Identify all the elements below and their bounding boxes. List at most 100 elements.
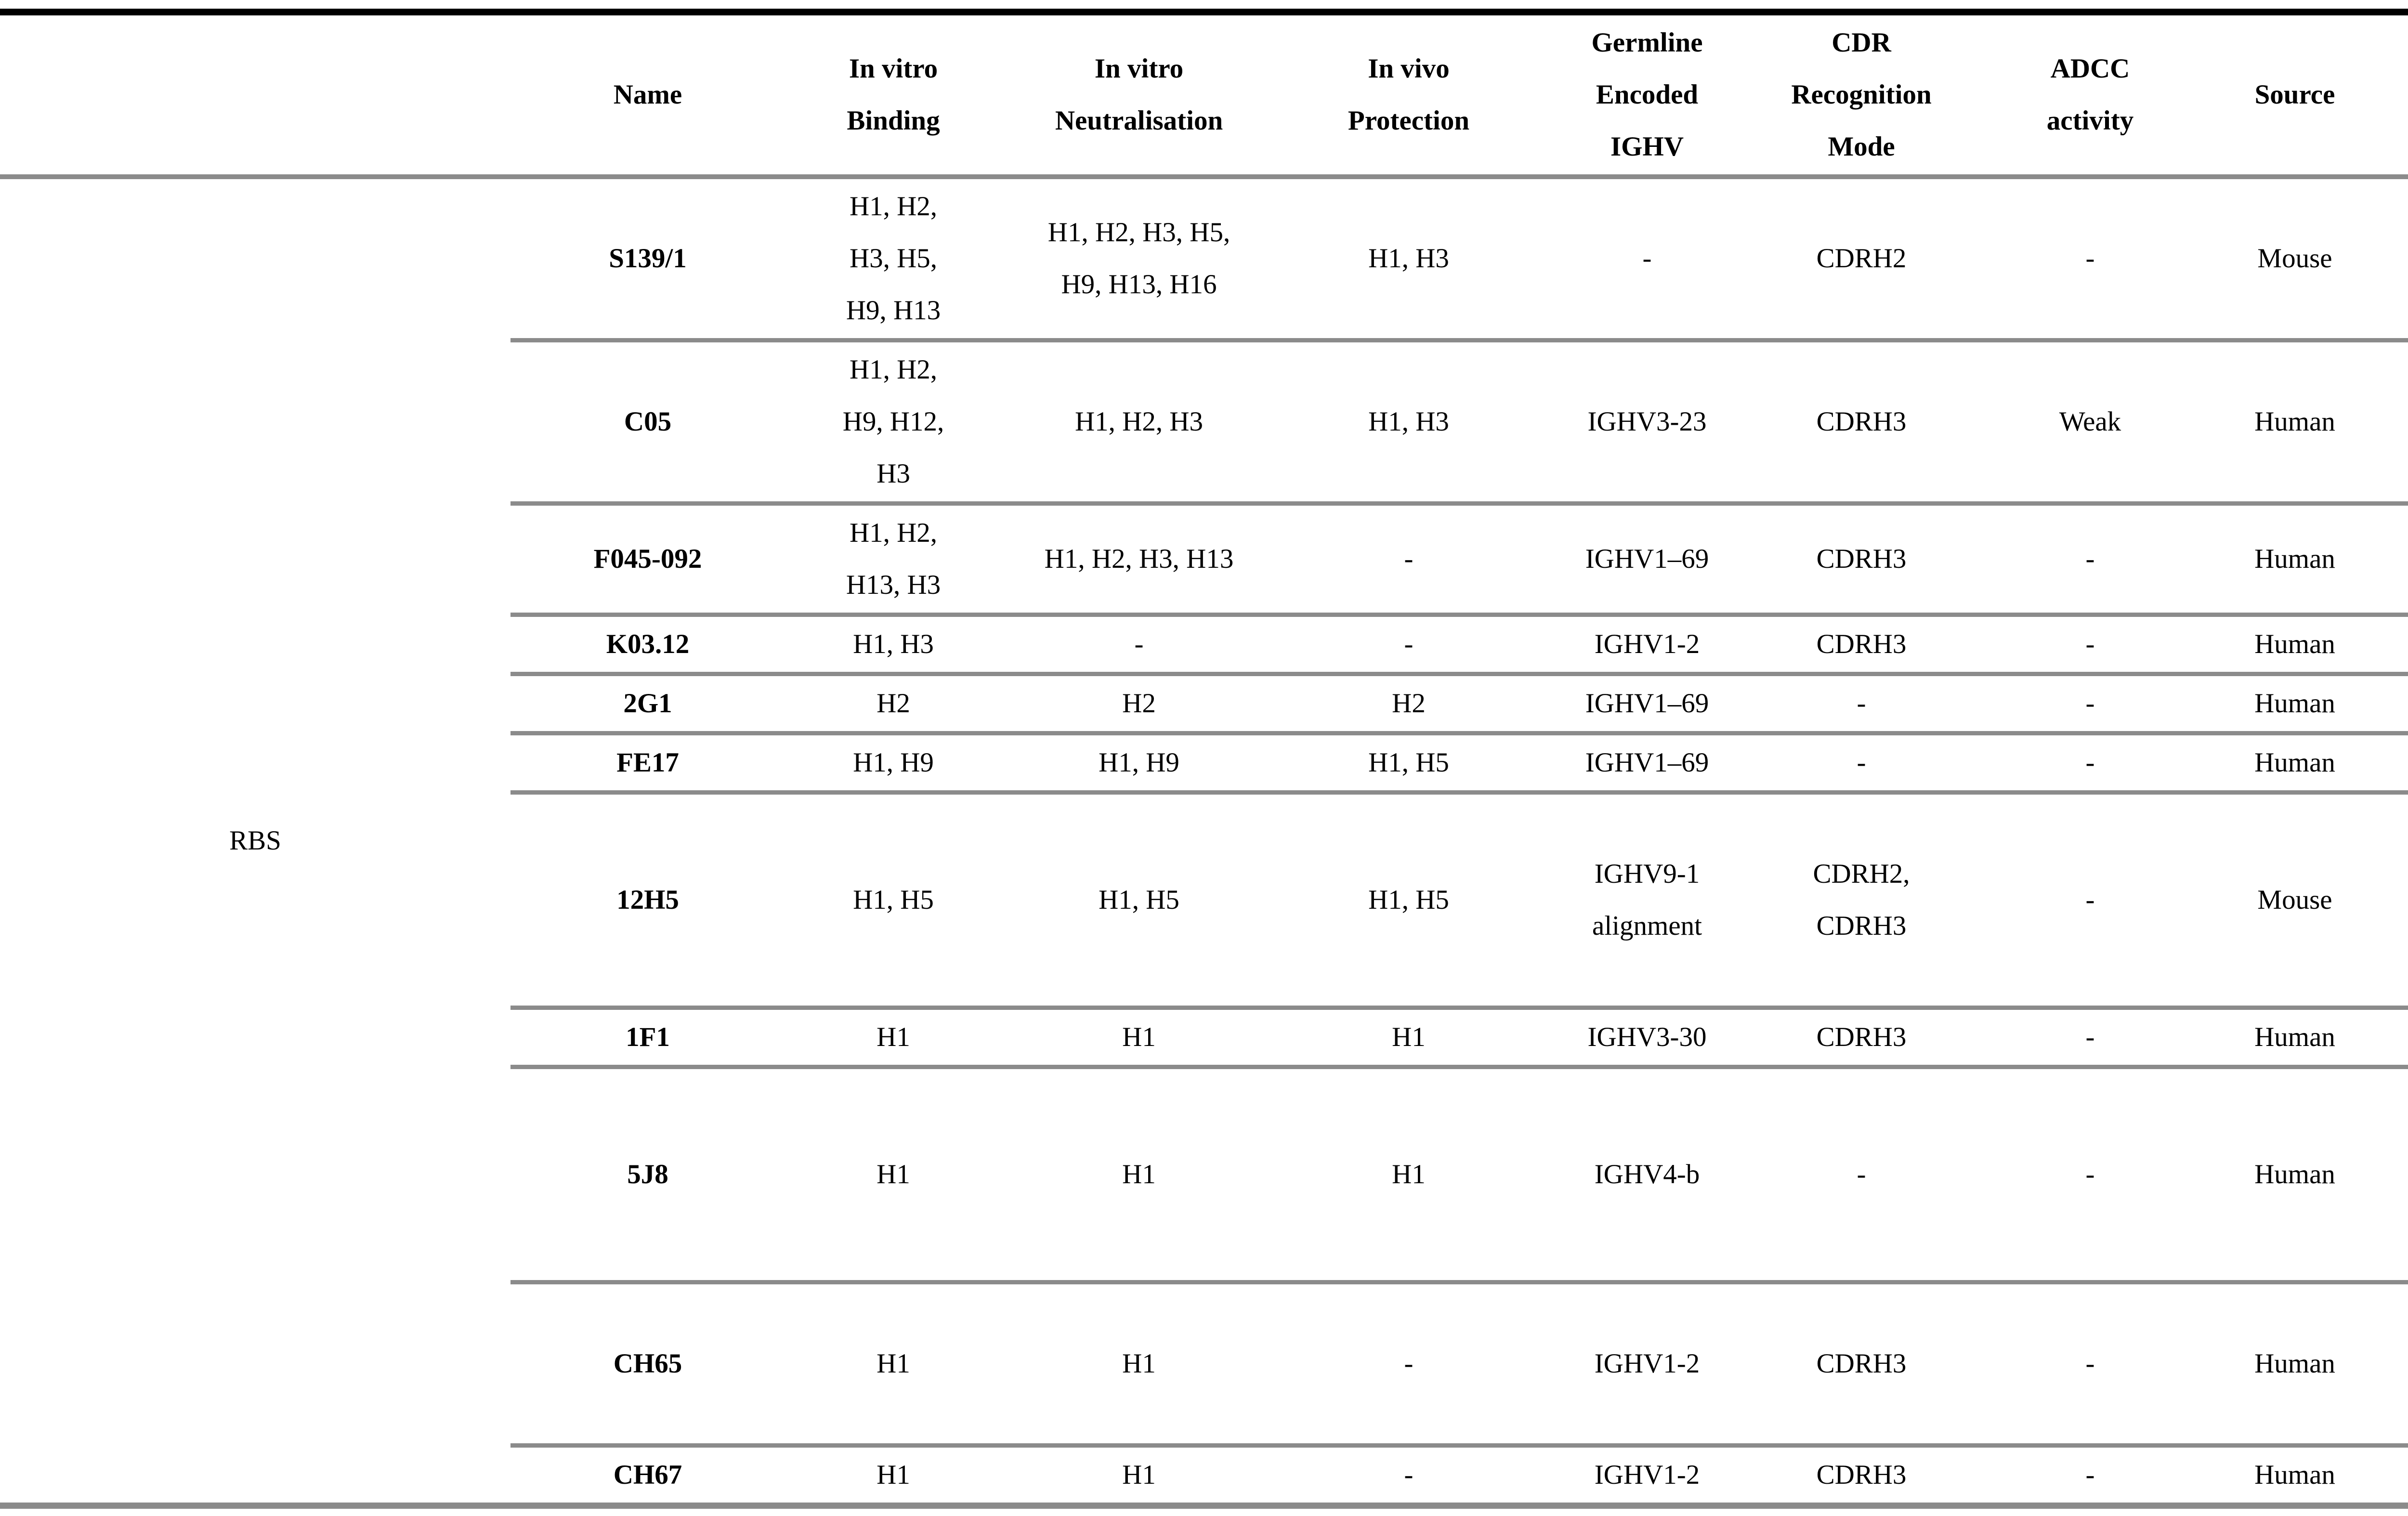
cell-adcc: - — [1970, 792, 2211, 1010]
cell-in-vitro-binding: H2 — [785, 674, 1002, 735]
table-row: 2G1 H2 H2 H2 IGHV1–69 - - Human - - [30,… — [0, 674, 2408, 735]
cell-germline: IGHV1-2 — [1541, 614, 1753, 676]
cell-adcc: - — [1970, 1282, 2211, 1448]
cell-in-vitro-neutralisation: H1 — [1002, 1282, 1276, 1448]
header-cdr-recognition-mode: CDR Recognition Mode — [1753, 12, 1970, 179]
cell-name: C05 — [510, 340, 785, 506]
cell-germline: IGHV4-b — [1541, 1067, 1753, 1284]
cell-in-vitro-binding: H1, H2, H13, H3 — [785, 503, 1002, 617]
cell-cdr-mode: CDRH3 — [1753, 614, 1970, 676]
cell-name: CH67 — [510, 1445, 785, 1509]
cell-source: Human — [2211, 503, 2379, 617]
cell-germline: IGHV1–69 — [1541, 674, 1753, 735]
cell-cdr-mode: CDRH2 — [1753, 177, 1970, 342]
cell-adcc: - — [1970, 177, 2211, 342]
cell-germline: IGHV3-30 — [1541, 1007, 1753, 1069]
cell-escape-mutants: R(133A)I, K(133A)Q, A137T, D199H, K222Q … — [2379, 1067, 2408, 1284]
cell-source: Human — [2211, 614, 2379, 676]
cell-cdr-mode: CDRH3 — [1753, 1445, 1970, 1509]
cell-name: 1F1 — [510, 1007, 785, 1069]
table-row: RBS S139/1 H1, H2, H3, H5, H9, H13 H1, H… — [0, 177, 2408, 1509]
cell-cdr-mode: - — [1753, 1067, 1970, 1284]
cell-source: Human — [2211, 733, 2379, 795]
cell-in-vitro-neutralisation: H1, H2, H3 — [1002, 340, 1276, 506]
cell-in-vivo-protection: H1 — [1276, 1067, 1541, 1284]
cell-escape-mutants: K156, G158, S193, insertion at 133a * — [2379, 177, 2408, 342]
cell-cdr-mode: - — [1753, 674, 1970, 735]
table-row: CH67 H1 H1 - IGHV1-2 CDRH3 - Human likel… — [0, 1445, 2408, 1509]
cell-source: Mouse — [2211, 792, 2379, 1010]
header-group-spacer — [0, 12, 510, 179]
cell-adcc: - — [1970, 1445, 2211, 1509]
cell-cdr-mode: CDRH3 — [1753, 1282, 1970, 1448]
table-row: F045-092 H1, H2, H13, H3 H1, H2, H3, H13… — [0, 503, 2408, 617]
cell-adcc: - — [1970, 614, 2211, 676]
table-header-row: Name In vitro Binding In vitro Neutralis… — [0, 12, 2408, 179]
cell-source: Human — [2211, 1282, 2379, 1448]
table-row: FE17 H1, H9 H1, H9 H1, H5 IGHV1–69 - - H… — [0, 733, 2408, 795]
cell-adcc: - — [1970, 1007, 2211, 1069]
cell-germline: IGHV1–69 — [1541, 503, 1753, 617]
cell-name: CH65 — [510, 1282, 785, 1448]
table-row: 12H5 H1, H5 H1, H5 H1, H5 IGHV9-1 alignm… — [0, 792, 2408, 1010]
cell-in-vitro-neutralisation: H1 — [1002, 1067, 1276, 1284]
header-source: Source — [2211, 12, 2379, 179]
cell-escape-mutants: D190E, D225G * — [2379, 1007, 2408, 1069]
cell-source: Human — [2211, 1067, 2379, 1284]
cell-in-vivo-protection: H1, H5 — [1276, 733, 1541, 795]
cell-escape-mutants: - — [2379, 614, 2408, 676]
cell-name: 2G1 — [510, 674, 785, 735]
cell-cdr-mode: CDRH3 — [1753, 1007, 1970, 1069]
table-row: C05 H1, H2, H9, H12, H3 H1, H2, H3 H1, H… — [0, 340, 2408, 506]
cell-in-vivo-protection: - — [1276, 1282, 1541, 1448]
cell-adcc: - — [1970, 1067, 2211, 1284]
table-row: CH65 H1 H1 - IGHV1-2 CDRH3 - Human G200D… — [0, 1282, 2408, 1448]
cell-cdr-mode: - — [1753, 733, 1970, 795]
cell-in-vivo-protection: - — [1276, 1445, 1541, 1509]
cell-source: Human — [2211, 1007, 2379, 1069]
cell-in-vivo-protection: - — [1276, 503, 1541, 617]
cell-cdr-mode: CDRH3 — [1753, 503, 1970, 617]
cell-in-vivo-protection: H1, H3 — [1276, 340, 1541, 506]
cell-in-vitro-binding: H1 — [785, 1007, 1002, 1069]
cell-escape-mutants: insertion at 133a — [2379, 340, 2408, 506]
cell-in-vivo-protection: H1, H3 — [1276, 177, 1541, 342]
cell-adcc: Weak — [1970, 340, 2211, 506]
cell-in-vitro-neutralisation: H1, H2, H3, H5, H9, H13, H16 — [1002, 177, 1276, 342]
cell-cdr-mode: CDRH2, CDRH3 — [1753, 792, 1970, 1010]
cell-in-vitro-binding: H1, H9 — [785, 733, 1002, 795]
cell-in-vitro-binding: H1, H2, H3, H5, H9, H13 — [785, 177, 1002, 342]
cell-source: Human — [2211, 1445, 2379, 1509]
cell-in-vitro-neutralisation: H1 — [1002, 1445, 1276, 1509]
cell-in-vivo-protection: - — [1276, 614, 1541, 676]
cell-in-vitro-neutralisation: - — [1002, 614, 1276, 676]
cell-name: 12H5 — [510, 792, 785, 1010]
cell-germline: IGHV1-2 — [1541, 1445, 1753, 1509]
cell-escape-mutants: G200D, K/R insertion at 133A * — [2379, 1282, 2408, 1448]
header-name: Name — [510, 12, 785, 179]
cell-in-vitro-neutralisation: H1, H9 — [1002, 733, 1276, 795]
header-escape-mutants: Escape Mutants — [2379, 12, 2408, 179]
row-group-label: RBS — [0, 177, 510, 1509]
cell-source: Human — [2211, 340, 2379, 506]
cell-in-vitro-neutralisation: H1, H2, H3, H13 — [1002, 503, 1276, 617]
cell-in-vitro-binding: H1, H3 — [785, 614, 1002, 676]
table-row: K03.12 H1, H3 - - IGHV1-2 CDRH3 - Human … — [0, 614, 2408, 676]
cell-germline: IGHV1-2 — [1541, 1282, 1753, 1448]
antibody-table: Name In vitro Binding In vitro Neutralis… — [0, 9, 2408, 1509]
cell-germline: - — [1541, 177, 1753, 342]
cell-escape-mutants: - — [2379, 674, 2408, 735]
cell-germline: IGHV1–69 — [1541, 733, 1753, 795]
cell-in-vivo-protection: H2 — [1276, 674, 1541, 735]
cell-escape-mutants: Y98A, A137E, H141A, A142E, G143R, A144E,… — [2379, 792, 2408, 1010]
cell-escape-mutants: S145N* — [2379, 733, 2408, 795]
cell-in-vitro-binding: H1, H5 — [785, 792, 1002, 1010]
cell-name: S139/1 — [510, 177, 785, 342]
header-in-vivo-protection: In vivo Protection — [1276, 12, 1541, 179]
table-row: 5J8 H1 H1 H1 IGHV4-b - - Human R(133A)I,… — [0, 1067, 2408, 1284]
cell-adcc: - — [1970, 503, 2211, 617]
cell-name: F045-092 — [510, 503, 785, 617]
cell-source: Human — [2211, 674, 2379, 735]
header-in-vitro-binding: In vitro Binding — [785, 12, 1002, 179]
